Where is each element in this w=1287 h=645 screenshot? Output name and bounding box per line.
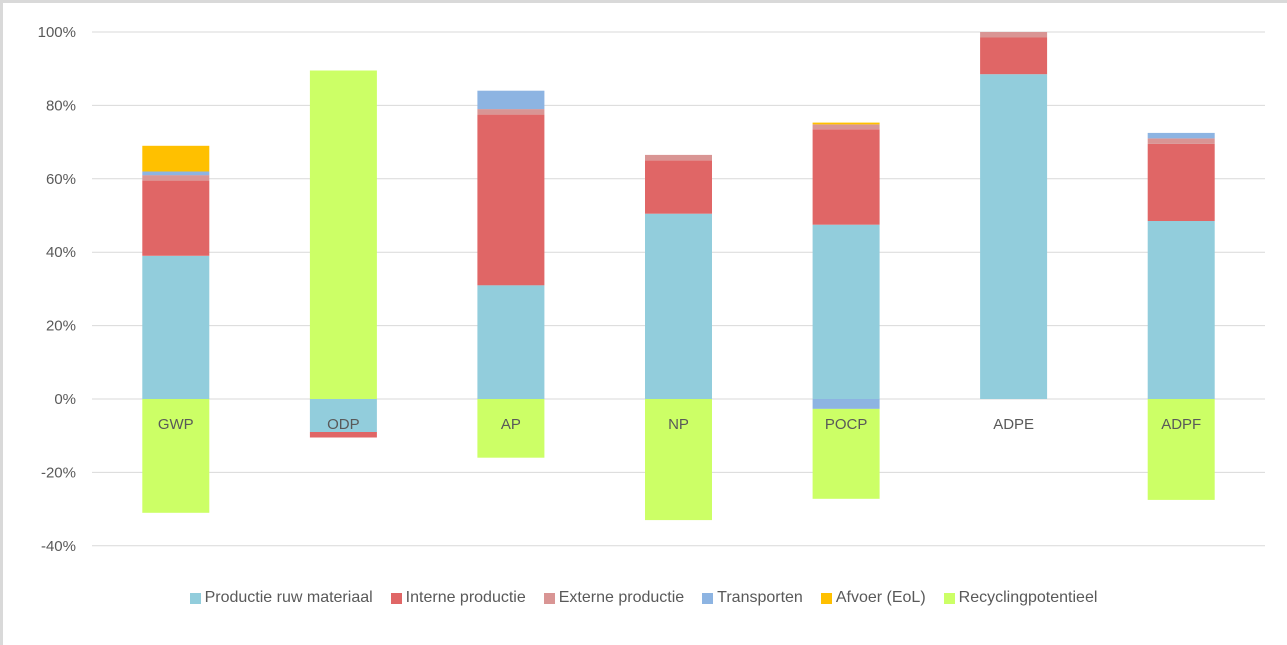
y-tick-label: 0%: [54, 391, 76, 408]
y-tick-label: 20%: [46, 318, 76, 335]
legend-item: Recyclingpotentieel: [943, 586, 1098, 610]
legend-label: Transporten: [717, 589, 803, 606]
legend-swatch: [189, 592, 201, 604]
bar-segment: [1147, 399, 1215, 500]
category-label: ODP: [327, 416, 360, 433]
bar-segment: [142, 180, 210, 256]
bar-segment: [477, 114, 545, 286]
legend-label: Interne productie: [405, 589, 526, 606]
legend-label: Productie ruw materiaal: [204, 589, 373, 606]
y-axis-ticks: 100% 80% 60% 40% 20% 0% -20% -40%: [38, 24, 76, 555]
y-tick-label: -20%: [41, 464, 76, 481]
chart-legend: Productie ruw materiaal Interne productie…: [0, 586, 1287, 610]
category-label: POCP: [825, 416, 868, 433]
bar-segment: [812, 224, 880, 399]
frame-top-border: [0, 0, 1287, 3]
legend-item: Productie ruw materiaal: [189, 586, 373, 610]
bar-segment: [477, 109, 545, 115]
bar-segment: [142, 175, 210, 181]
bar-segment: [812, 122, 880, 125]
y-tick-label: -40%: [41, 538, 76, 555]
bar-segment: [477, 399, 545, 458]
legend-item: Interne productie: [390, 586, 526, 610]
y-tick-label: 60%: [46, 171, 76, 188]
legend-swatch: [820, 592, 832, 604]
legend-item: Externe productie: [543, 586, 685, 610]
bar-segment: [309, 399, 377, 432]
bar-segment: [142, 255, 210, 399]
legend-swatch: [543, 592, 555, 604]
category-label: ADPF: [1161, 416, 1201, 433]
bar-segment: [980, 32, 1048, 38]
legend-label: Afvoer (EoL): [835, 589, 926, 606]
bar-segment: [142, 399, 210, 513]
bar-segment: [1147, 132, 1215, 139]
legend-label: Externe productie: [558, 589, 685, 606]
legend-item: Afvoer (EoL): [820, 586, 926, 610]
legend-swatch: [943, 592, 955, 604]
legend-label: Recyclingpotentieel: [958, 589, 1098, 606]
bar-segment: [812, 408, 880, 499]
bar-segment: [142, 171, 210, 176]
bar-segment: [1147, 138, 1215, 144]
bar-segment: [645, 160, 712, 214]
bar-segment: [1147, 143, 1215, 221]
legend-swatch: [702, 592, 714, 604]
bar-segment: [812, 129, 880, 225]
bar-segment: [309, 70, 377, 399]
frame-left-border: [0, 0, 3, 645]
category-label: NP: [668, 416, 689, 433]
category-label: GWP: [158, 416, 194, 433]
bar-segment: [645, 154, 712, 161]
y-tick-label: 100%: [38, 24, 76, 41]
bar-segment: [645, 213, 712, 399]
category-label: ADPE: [993, 416, 1034, 433]
category-label: AP: [501, 416, 521, 433]
bar-segment: [477, 285, 545, 399]
bar-segment: [980, 74, 1048, 399]
bars: [142, 32, 1215, 521]
legend-item: Transporten: [702, 586, 803, 610]
bar-segment: [477, 90, 545, 110]
bar-segment: [645, 399, 712, 521]
legend-swatch: [390, 592, 402, 604]
category-labels: GWP ODP AP NP POCP ADPE ADPF: [158, 416, 1201, 433]
bar-segment: [1147, 221, 1215, 399]
bar-segment: [812, 399, 880, 409]
bar-segment: [812, 124, 880, 130]
bar-segment: [309, 432, 377, 438]
y-tick-label: 40%: [46, 244, 76, 261]
bar-segment: [980, 37, 1048, 75]
bar-segment: [142, 145, 210, 172]
y-tick-label: 80%: [46, 97, 76, 114]
